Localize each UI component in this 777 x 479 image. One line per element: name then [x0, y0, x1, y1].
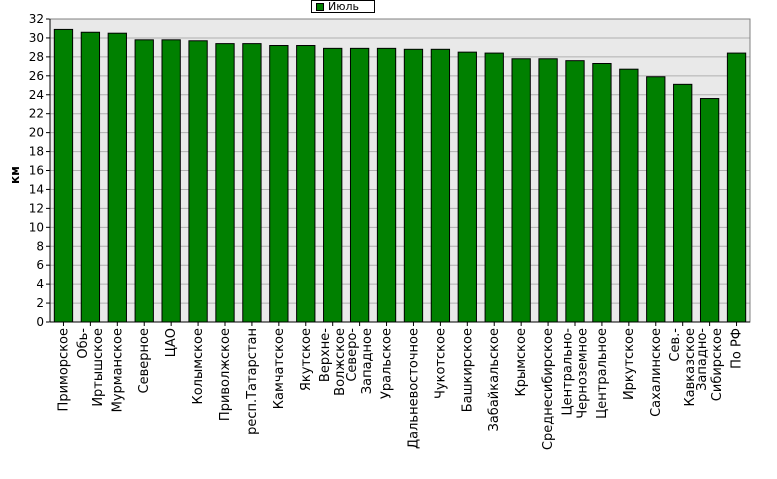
bar [403, 48, 424, 323]
bar [619, 68, 639, 323]
bar [430, 48, 451, 323]
x-tick-label: Забайкальское [487, 328, 502, 431]
bar [134, 39, 154, 323]
x-tick-label: Приморское [56, 328, 71, 411]
bar [538, 58, 558, 323]
bar [646, 76, 666, 323]
y-tick-label: 14 [29, 182, 44, 196]
y-tick-label: 30 [29, 31, 44, 45]
y-tick-label: 0 [36, 315, 44, 329]
bar [565, 60, 585, 323]
bar [323, 47, 343, 323]
x-tick-label: Мурманское [110, 328, 125, 412]
bar [188, 40, 208, 323]
x-tick-label: Якутское [299, 328, 314, 391]
x-tick-label: Центрально- [561, 328, 576, 416]
bar [726, 52, 747, 323]
x-tick-label: Иркутское [622, 328, 637, 400]
y-tick-label: 6 [36, 258, 44, 272]
bar [107, 32, 127, 323]
x-tick-label: Среднесибирское [541, 328, 556, 450]
bar [80, 31, 101, 323]
x-tick-label: Сев.- [668, 328, 683, 362]
y-tick-label: 4 [36, 277, 44, 291]
x-tick-label: Северо- [345, 328, 360, 382]
bar [242, 43, 262, 323]
y-tick-label: 24 [29, 88, 44, 102]
x-tick-label: ЦАО [164, 328, 179, 357]
x-tick-label: Камчатское [272, 328, 287, 409]
bar [511, 58, 531, 323]
x-tick-label: Западно- [695, 328, 710, 391]
bar [673, 83, 693, 323]
x-tick-label: Уральское [380, 328, 395, 399]
x-tick-label: Верхне- [318, 328, 333, 382]
x-tick-label: Сибирское [710, 328, 725, 401]
bar [699, 98, 720, 323]
x-tick-label: Западное [360, 328, 375, 394]
x-tick-label: Дальневосточное [406, 328, 421, 449]
y-tick-label: 12 [29, 201, 44, 215]
y-tick-label: 20 [29, 126, 44, 140]
x-tick-label: Крымское [514, 328, 529, 397]
bar [53, 28, 74, 323]
x-tick-label: Башкирское [460, 328, 475, 412]
x-tick-label: Приволжское [218, 328, 233, 421]
x-tick-label: Центральное [595, 328, 610, 419]
legend-swatch [316, 2, 324, 11]
bar [484, 52, 504, 323]
y-tick-label: 32 [29, 12, 44, 26]
legend: Июль [311, 0, 375, 13]
y-tick-label: 8 [36, 239, 44, 253]
bar [592, 63, 612, 323]
bar [215, 43, 235, 323]
y-tick-label: 16 [29, 164, 44, 178]
x-tick-label: Северное [137, 328, 152, 393]
x-tick-label: респ.Татарстан [245, 328, 260, 435]
legend-label: Июль [328, 0, 360, 13]
x-tick-label: Обь- [76, 328, 91, 359]
bar [457, 51, 477, 323]
x-tick-label: Иртышское [91, 328, 106, 407]
bar [349, 47, 370, 323]
x-tick-label: Чукотское [433, 328, 448, 399]
x-tick-label: Кавказское [683, 328, 698, 407]
bar [376, 47, 397, 323]
x-tick-label: По РФ [730, 328, 745, 369]
bar [161, 39, 181, 323]
x-tick-label: Черноземное [576, 328, 591, 419]
y-tick-label: 26 [29, 69, 44, 83]
y-tick-label: 28 [29, 50, 44, 64]
x-tick-label: Колымское [191, 328, 206, 405]
y-tick-label: 18 [29, 145, 44, 159]
bar [296, 45, 316, 323]
y-tick-label: 10 [29, 220, 44, 234]
bar [269, 45, 289, 323]
y-tick-label: 22 [29, 107, 44, 121]
x-tick-label: Сахалинское [649, 328, 664, 417]
y-tick-label: 2 [36, 296, 44, 310]
x-tick-label: Волжское [333, 328, 348, 396]
